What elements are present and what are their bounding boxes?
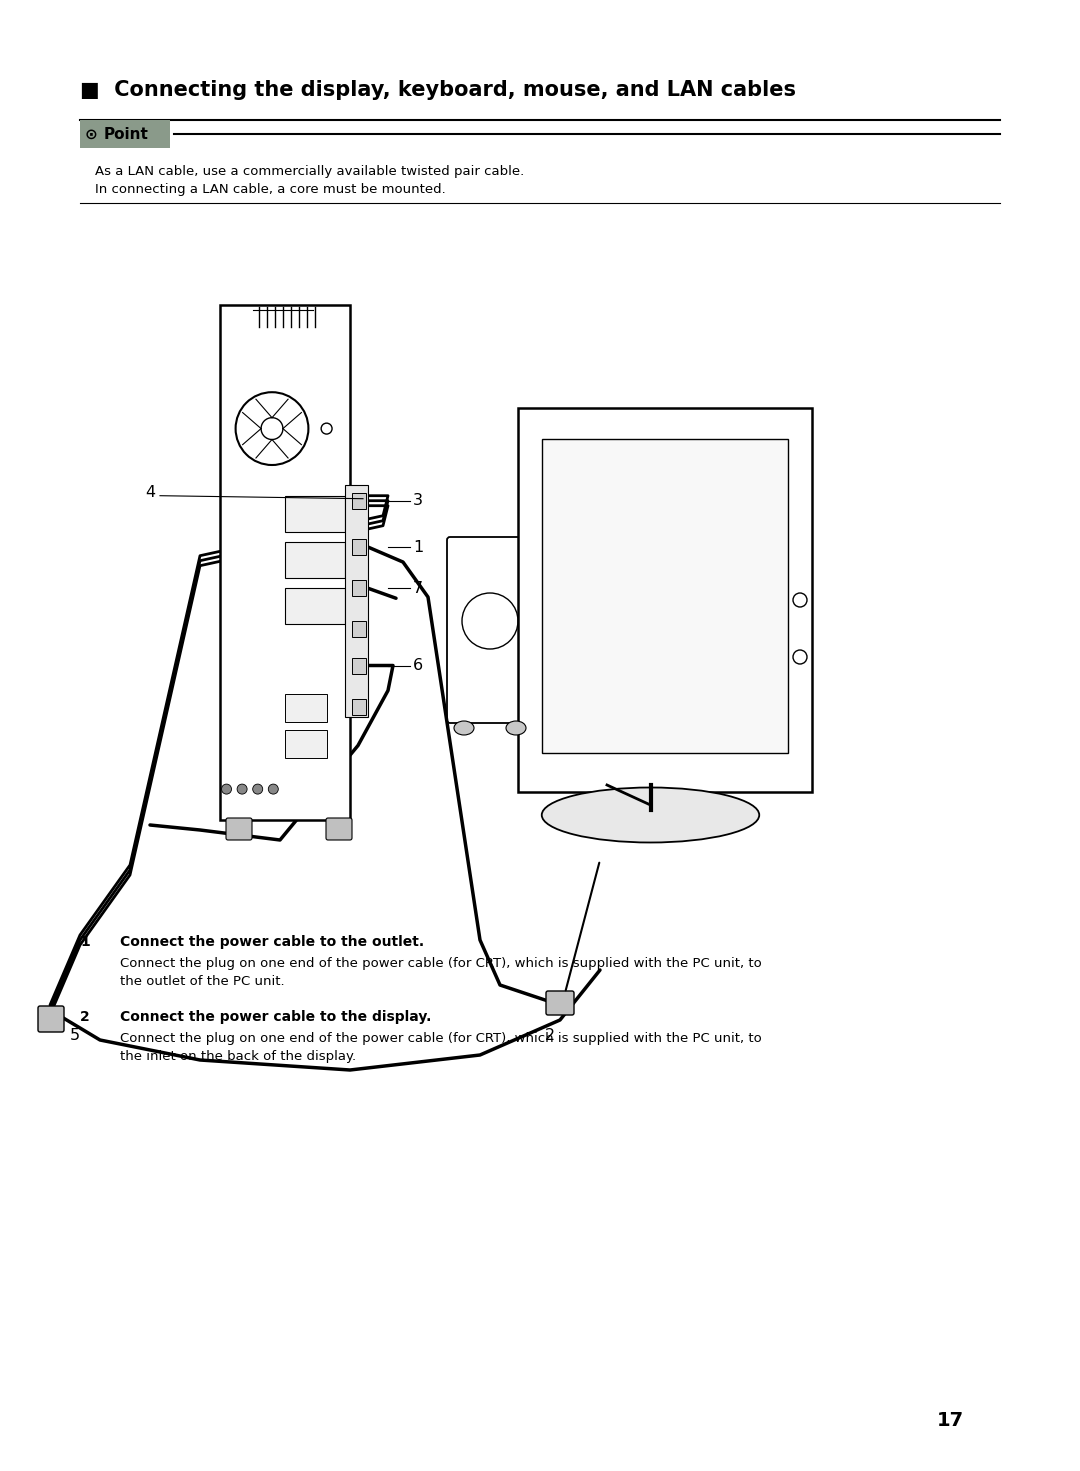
FancyBboxPatch shape	[352, 580, 366, 596]
FancyBboxPatch shape	[542, 438, 788, 753]
Text: 17: 17	[936, 1411, 963, 1430]
Text: Connect the plug on one end of the power cable (for CRT), which is supplied with: Connect the plug on one end of the power…	[120, 958, 761, 969]
Text: 2: 2	[80, 1011, 90, 1024]
FancyBboxPatch shape	[447, 537, 534, 724]
FancyBboxPatch shape	[285, 541, 345, 578]
Text: 2: 2	[545, 1028, 555, 1043]
Text: the outlet of the PC unit.: the outlet of the PC unit.	[120, 975, 285, 989]
Ellipse shape	[542, 787, 759, 843]
FancyBboxPatch shape	[80, 121, 170, 149]
Text: Point: Point	[104, 127, 149, 141]
Text: As a LAN cable, use a commercially available twisted pair cable.: As a LAN cable, use a commercially avail…	[95, 165, 524, 178]
FancyBboxPatch shape	[518, 407, 812, 791]
FancyBboxPatch shape	[285, 588, 345, 624]
FancyBboxPatch shape	[326, 818, 352, 840]
FancyBboxPatch shape	[220, 304, 350, 819]
FancyBboxPatch shape	[546, 991, 573, 1015]
FancyBboxPatch shape	[285, 730, 327, 758]
Text: 3: 3	[413, 493, 423, 507]
FancyBboxPatch shape	[352, 538, 366, 555]
FancyBboxPatch shape	[352, 493, 366, 509]
FancyBboxPatch shape	[345, 485, 368, 716]
Text: 1: 1	[80, 936, 90, 949]
Circle shape	[268, 784, 279, 794]
Text: ■  Connecting the display, keyboard, mouse, and LAN cables: ■ Connecting the display, keyboard, mous…	[80, 79, 796, 100]
Text: 7: 7	[413, 581, 423, 596]
Ellipse shape	[454, 721, 474, 736]
Text: the inlet on the back of the display.: the inlet on the back of the display.	[120, 1050, 356, 1064]
FancyBboxPatch shape	[352, 658, 366, 674]
FancyBboxPatch shape	[352, 699, 366, 715]
Text: 6: 6	[413, 658, 423, 674]
Circle shape	[238, 784, 247, 794]
Text: 4: 4	[145, 485, 156, 500]
FancyBboxPatch shape	[38, 1006, 64, 1033]
Circle shape	[253, 784, 262, 794]
Ellipse shape	[507, 721, 526, 736]
Text: Connect the power cable to the outlet.: Connect the power cable to the outlet.	[120, 936, 424, 949]
FancyBboxPatch shape	[285, 694, 327, 722]
Text: ⊙: ⊙	[85, 127, 98, 141]
Text: In connecting a LAN cable, a core must be mounted.: In connecting a LAN cable, a core must b…	[95, 182, 446, 196]
Text: Connect the plug on one end of the power cable (for CRT), which is supplied with: Connect the plug on one end of the power…	[120, 1033, 761, 1044]
FancyBboxPatch shape	[352, 621, 366, 637]
Text: Connect the power cable to the display.: Connect the power cable to the display.	[120, 1011, 431, 1024]
Circle shape	[221, 784, 231, 794]
FancyBboxPatch shape	[285, 496, 345, 531]
Text: 5: 5	[70, 1028, 80, 1043]
Text: 1: 1	[413, 540, 423, 555]
FancyBboxPatch shape	[226, 818, 252, 840]
